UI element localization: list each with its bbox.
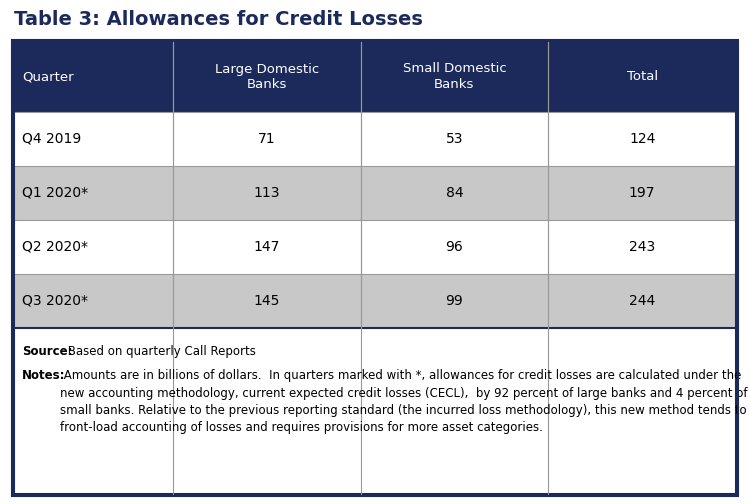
Bar <box>14 331 736 494</box>
Text: 145: 145 <box>254 294 280 308</box>
Text: 244: 244 <box>629 294 656 308</box>
Bar <box>14 112 736 166</box>
Text: 96: 96 <box>446 240 464 254</box>
Text: Q3 2020*: Q3 2020* <box>22 294 88 308</box>
Bar <box>14 220 736 274</box>
Text: Total: Total <box>626 71 658 84</box>
Text: Table 3: Allowances for Credit Losses: Table 3: Allowances for Credit Losses <box>14 10 423 29</box>
Bar <box>14 42 736 112</box>
Text: 243: 243 <box>629 240 656 254</box>
Text: Small Domestic
Banks: Small Domestic Banks <box>403 62 506 92</box>
Bar <box>14 166 736 220</box>
Text: Large Domestic
Banks: Large Domestic Banks <box>214 62 319 92</box>
Text: 113: 113 <box>254 186 280 200</box>
Text: 197: 197 <box>629 186 656 200</box>
Text: Based on quarterly Call Reports: Based on quarterly Call Reports <box>64 345 256 358</box>
Text: 147: 147 <box>254 240 280 254</box>
Bar <box>14 274 736 328</box>
Text: 53: 53 <box>446 132 464 146</box>
Text: 99: 99 <box>446 294 464 308</box>
Text: 71: 71 <box>258 132 275 146</box>
Text: 124: 124 <box>629 132 656 146</box>
Text: Q4 2019: Q4 2019 <box>22 132 81 146</box>
Text: Source:: Source: <box>22 345 73 358</box>
Text: 84: 84 <box>446 186 464 200</box>
Text: Notes:: Notes: <box>22 369 65 382</box>
Text: Q1 2020*: Q1 2020* <box>22 186 88 200</box>
Text: Quarter: Quarter <box>22 71 74 84</box>
Text: Q2 2020*: Q2 2020* <box>22 240 88 254</box>
Text: Amounts are in billions of dollars.  In quarters marked with *, allowances for c: Amounts are in billions of dollars. In q… <box>60 369 748 434</box>
